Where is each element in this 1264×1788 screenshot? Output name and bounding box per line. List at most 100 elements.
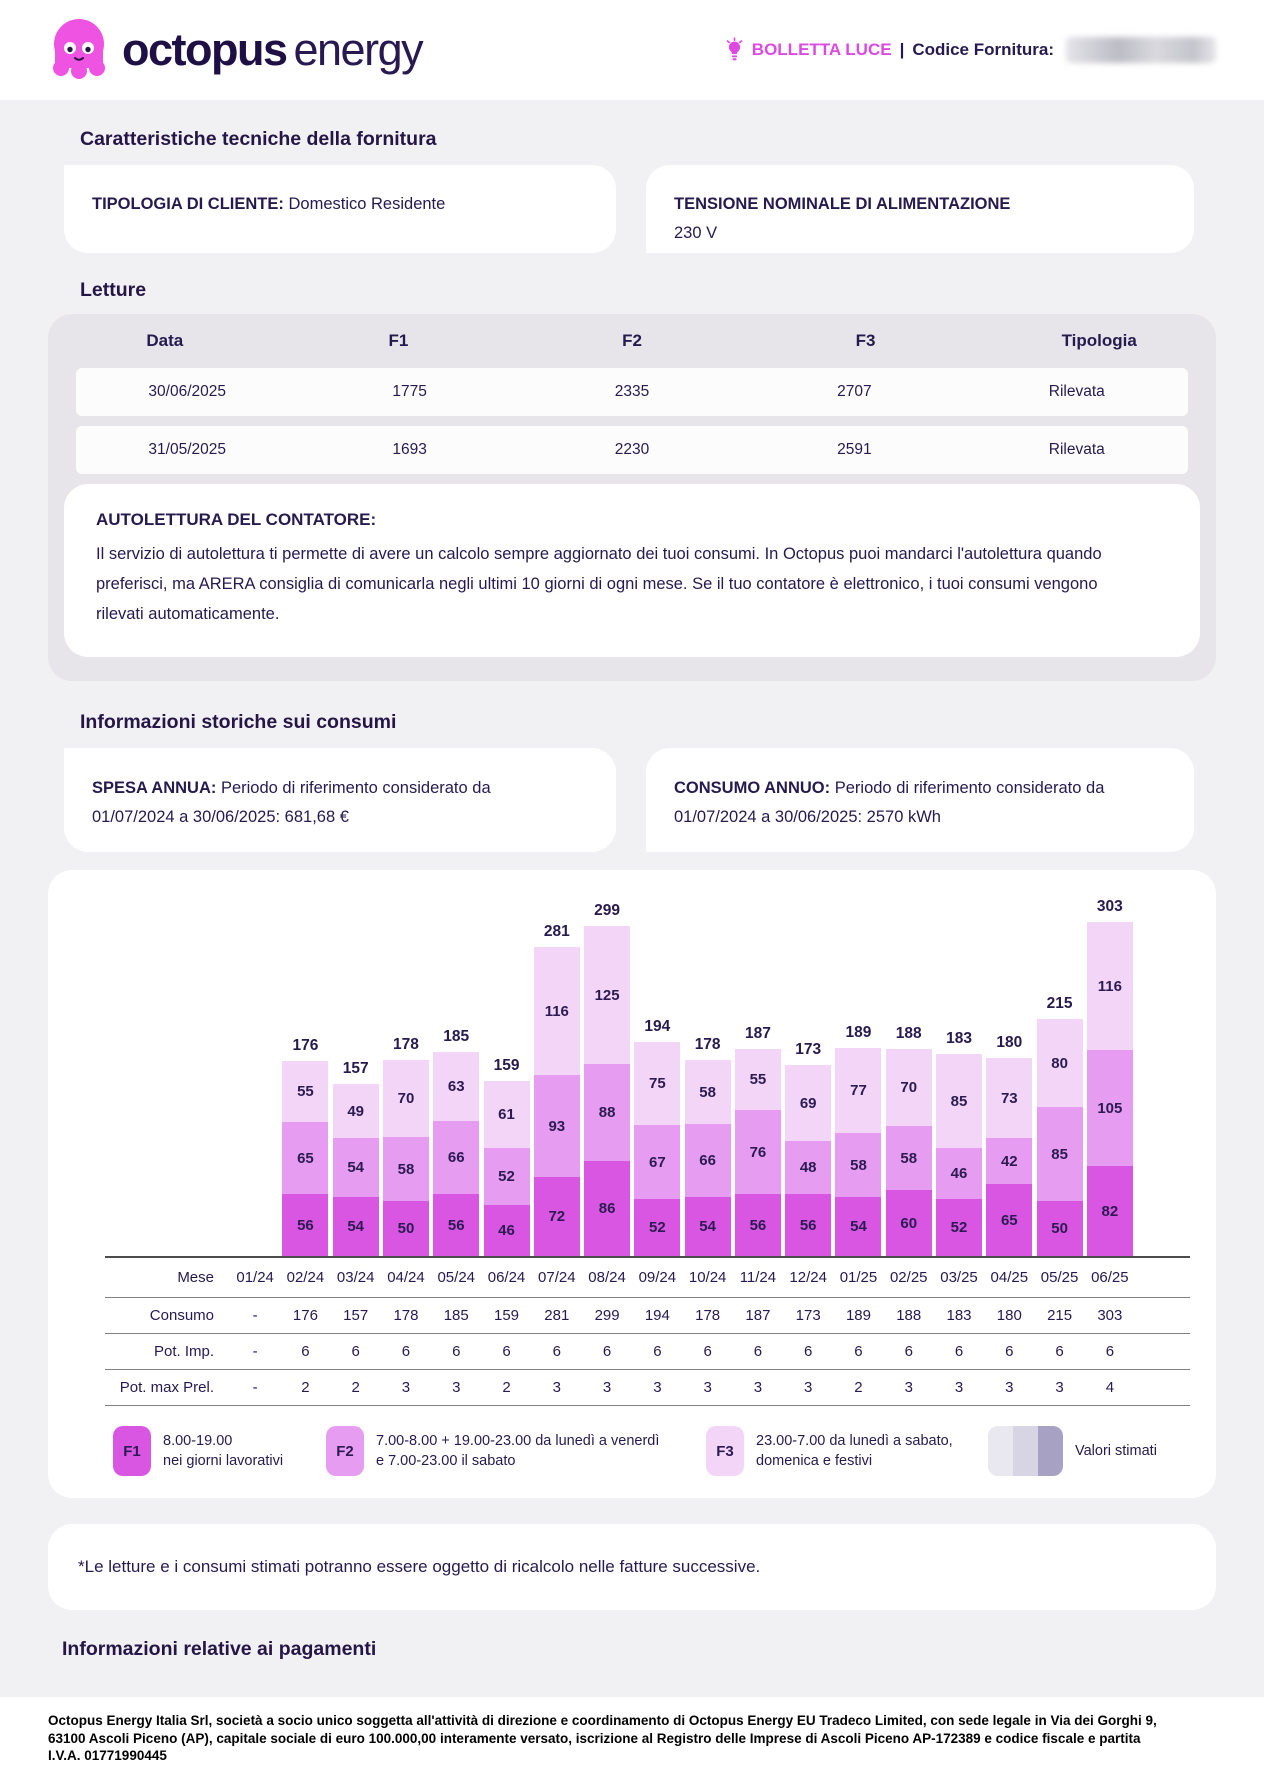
supply-code-redacted [1066, 37, 1216, 63]
readings-column-header: F2 [622, 331, 642, 350]
bar-segment-value: 116 [1097, 977, 1122, 995]
bar-segment-value: 60 [900, 1214, 918, 1232]
top-bar: octopus energy BOLLETTA LUCE | Codice Fo… [0, 0, 1264, 100]
chart-row-label: Mese [177, 1269, 214, 1286]
bar-total-label: 189 [845, 1024, 872, 1041]
annual-spend-line1: Periodo di riferimento considerato da [220, 779, 491, 797]
chart-cell: 3 [653, 1379, 662, 1396]
bar-slot: 194 75 67 52 [632, 1018, 682, 1256]
bar-segment-f3: 70 [382, 1060, 429, 1137]
chart-cell: 01/25 [839, 1269, 878, 1286]
annual-spend-line2: 01/07/2024 a 30/06/2025: 681,68 € [92, 808, 349, 826]
annual-consumption-card: CONSUMO ANNUO: Periodo di riferimento co… [646, 748, 1194, 852]
readings-header: Data F1 F2 F3 Tipologia [48, 314, 1216, 368]
readings-row: 31/05/2025 1693 2230 2591 Rilevata [76, 426, 1188, 474]
bar-segment-value: 58 [397, 1160, 415, 1178]
chart-cell: 2 [502, 1379, 511, 1396]
bar-segment-value: 42 [1000, 1152, 1018, 1170]
bar-slot: 178 70 58 50 [381, 1036, 431, 1256]
bar-slot: 185 63 66 56 [431, 1028, 481, 1256]
bar-total-label: 183 [946, 1030, 972, 1047]
bar-segment-value: 73 [1000, 1089, 1018, 1107]
bar-slot: 178 58 66 54 [683, 1036, 733, 1256]
chart-cell: 10/24 [688, 1269, 727, 1286]
stacked-bar: 303 116 105 82 [1086, 898, 1133, 1256]
reading-value: Rilevata [1048, 441, 1105, 458]
chart-axis [105, 1256, 1190, 1258]
chart-row-label: Pot. max Prel. [119, 1379, 214, 1396]
stacked-bar: 185 63 66 56 [433, 1028, 480, 1256]
bar-segment-f1: 52 [634, 1199, 681, 1256]
stacked-bar: 173 69 48 56 [785, 1041, 832, 1256]
stacked-bar: 178 58 66 54 [684, 1036, 731, 1256]
bar-total-label: 159 [493, 1057, 520, 1074]
chart-cell: 281 [544, 1307, 570, 1324]
bar-segment-value: 66 [447, 1149, 465, 1166]
chart-cell: 6 [753, 1343, 763, 1360]
chart-cell: 6 [804, 1343, 813, 1360]
bar-segment-f1: 56 [734, 1194, 781, 1256]
consumption-chart-card: 176 55 65 56 157 49 54 54 178 70 58 50 185 63 66 56 159 6… [48, 870, 1216, 1498]
bar-total-label: 188 [895, 1025, 922, 1042]
annual-consumption-line2: 01/07/2024 a 30/06/2025: 2570 kWh [674, 808, 941, 826]
bar-slot: 176 55 65 56 [280, 1037, 330, 1256]
bar-total-label: 180 [996, 1034, 1023, 1051]
chart-cell: 05/24 [437, 1269, 476, 1286]
chart-table: Mese 01/24 02/24 03/24 04/24 05/24 06/24 07/24 0… [105, 1258, 1190, 1406]
estimated-swatch [1038, 1426, 1063, 1476]
page-content: Caratteristiche tecniche della fornitura… [0, 100, 1264, 1697]
stacked-bar: 194 75 67 52 [634, 1018, 681, 1256]
bar-segment-value: 65 [1000, 1211, 1018, 1229]
tech-cards-row: TIPOLOGIA DI CLIENTE: Domestico Resident… [64, 165, 1216, 253]
bar-total-label: 157 [342, 1060, 369, 1077]
bar-segment-value: 93 [548, 1117, 566, 1135]
chart-cell: 06/24 [487, 1269, 526, 1286]
bar-segment-value: 88 [598, 1104, 616, 1121]
brand-wordmark: octopus energy [122, 24, 424, 76]
bar-segment-value: 54 [850, 1218, 867, 1235]
bar-segment-value: 69 [799, 1094, 817, 1112]
bar-segment-value: 66 [699, 1152, 716, 1169]
bar-segment-f3: 116 [533, 947, 580, 1075]
bar-segment-value: 85 [950, 1092, 968, 1110]
chart-cell: 6 [1055, 1343, 1064, 1360]
bar-segment-value: 125 [594, 986, 620, 1004]
bar-segment-f1: 46 [483, 1205, 530, 1256]
chart-cell: 4 [1105, 1379, 1115, 1396]
chart-cell: 6 [703, 1343, 712, 1360]
bar-segment-f3: 116 [1086, 922, 1133, 1050]
chart-cell: 6 [502, 1343, 511, 1360]
estimated-label: Valori stimati [1075, 1443, 1157, 1459]
bar-segment-f2: 105 [1086, 1050, 1133, 1166]
chart-plot: 176 55 65 56 157 49 54 54 178 70 58 50 185 63 66 56 159 6… [105, 890, 1190, 1256]
chart-cell: 3 [1055, 1379, 1064, 1396]
legend-item-estimated: Valori stimati [988, 1426, 1190, 1476]
reading-value: 1775 [392, 383, 427, 400]
bar-segment-value: 55 [749, 1071, 767, 1088]
bar-segment-f1: 82 [1086, 1166, 1133, 1256]
section-title-readings: Letture [80, 279, 147, 301]
chart-cell: 03/25 [940, 1269, 978, 1286]
bar-segment-value: 72 [548, 1208, 566, 1225]
bar-segment-f3: 125 [584, 926, 631, 1064]
bar-slot: 189 77 58 54 [833, 1024, 883, 1256]
chart-cell: 3 [804, 1379, 813, 1396]
bar-slot: 188 70 58 60 [884, 1025, 934, 1256]
chart-cell: 3 [552, 1379, 561, 1396]
chart-cell: 176 [292, 1307, 318, 1324]
bar-slot: 173 69 48 56 [783, 1041, 833, 1256]
chart-cell: 6 [552, 1343, 561, 1360]
chart-cell: 02/25 [889, 1269, 928, 1286]
bar-segment-f3: 75 [634, 1042, 681, 1125]
chart-cell: 06/25 [1091, 1269, 1129, 1286]
readings-column-header: F3 [855, 331, 876, 350]
chart-cell: 2 [301, 1379, 310, 1396]
bar-total-label: 176 [292, 1037, 319, 1054]
bar-segment-value: 67 [649, 1153, 666, 1171]
voltage-label: TENSIONE NOMINALE DI ALIMENTAZIONE [674, 195, 1011, 213]
bar-segment-value: 82 [1101, 1202, 1119, 1220]
legend-text: 8.00-19.00 nei giorni lavorativi [163, 1431, 283, 1471]
stacked-bar: 183 85 46 52 [936, 1030, 983, 1256]
supply-code-label: Codice Fornitura: [912, 40, 1054, 59]
brand-logo: octopus energy [48, 17, 424, 83]
